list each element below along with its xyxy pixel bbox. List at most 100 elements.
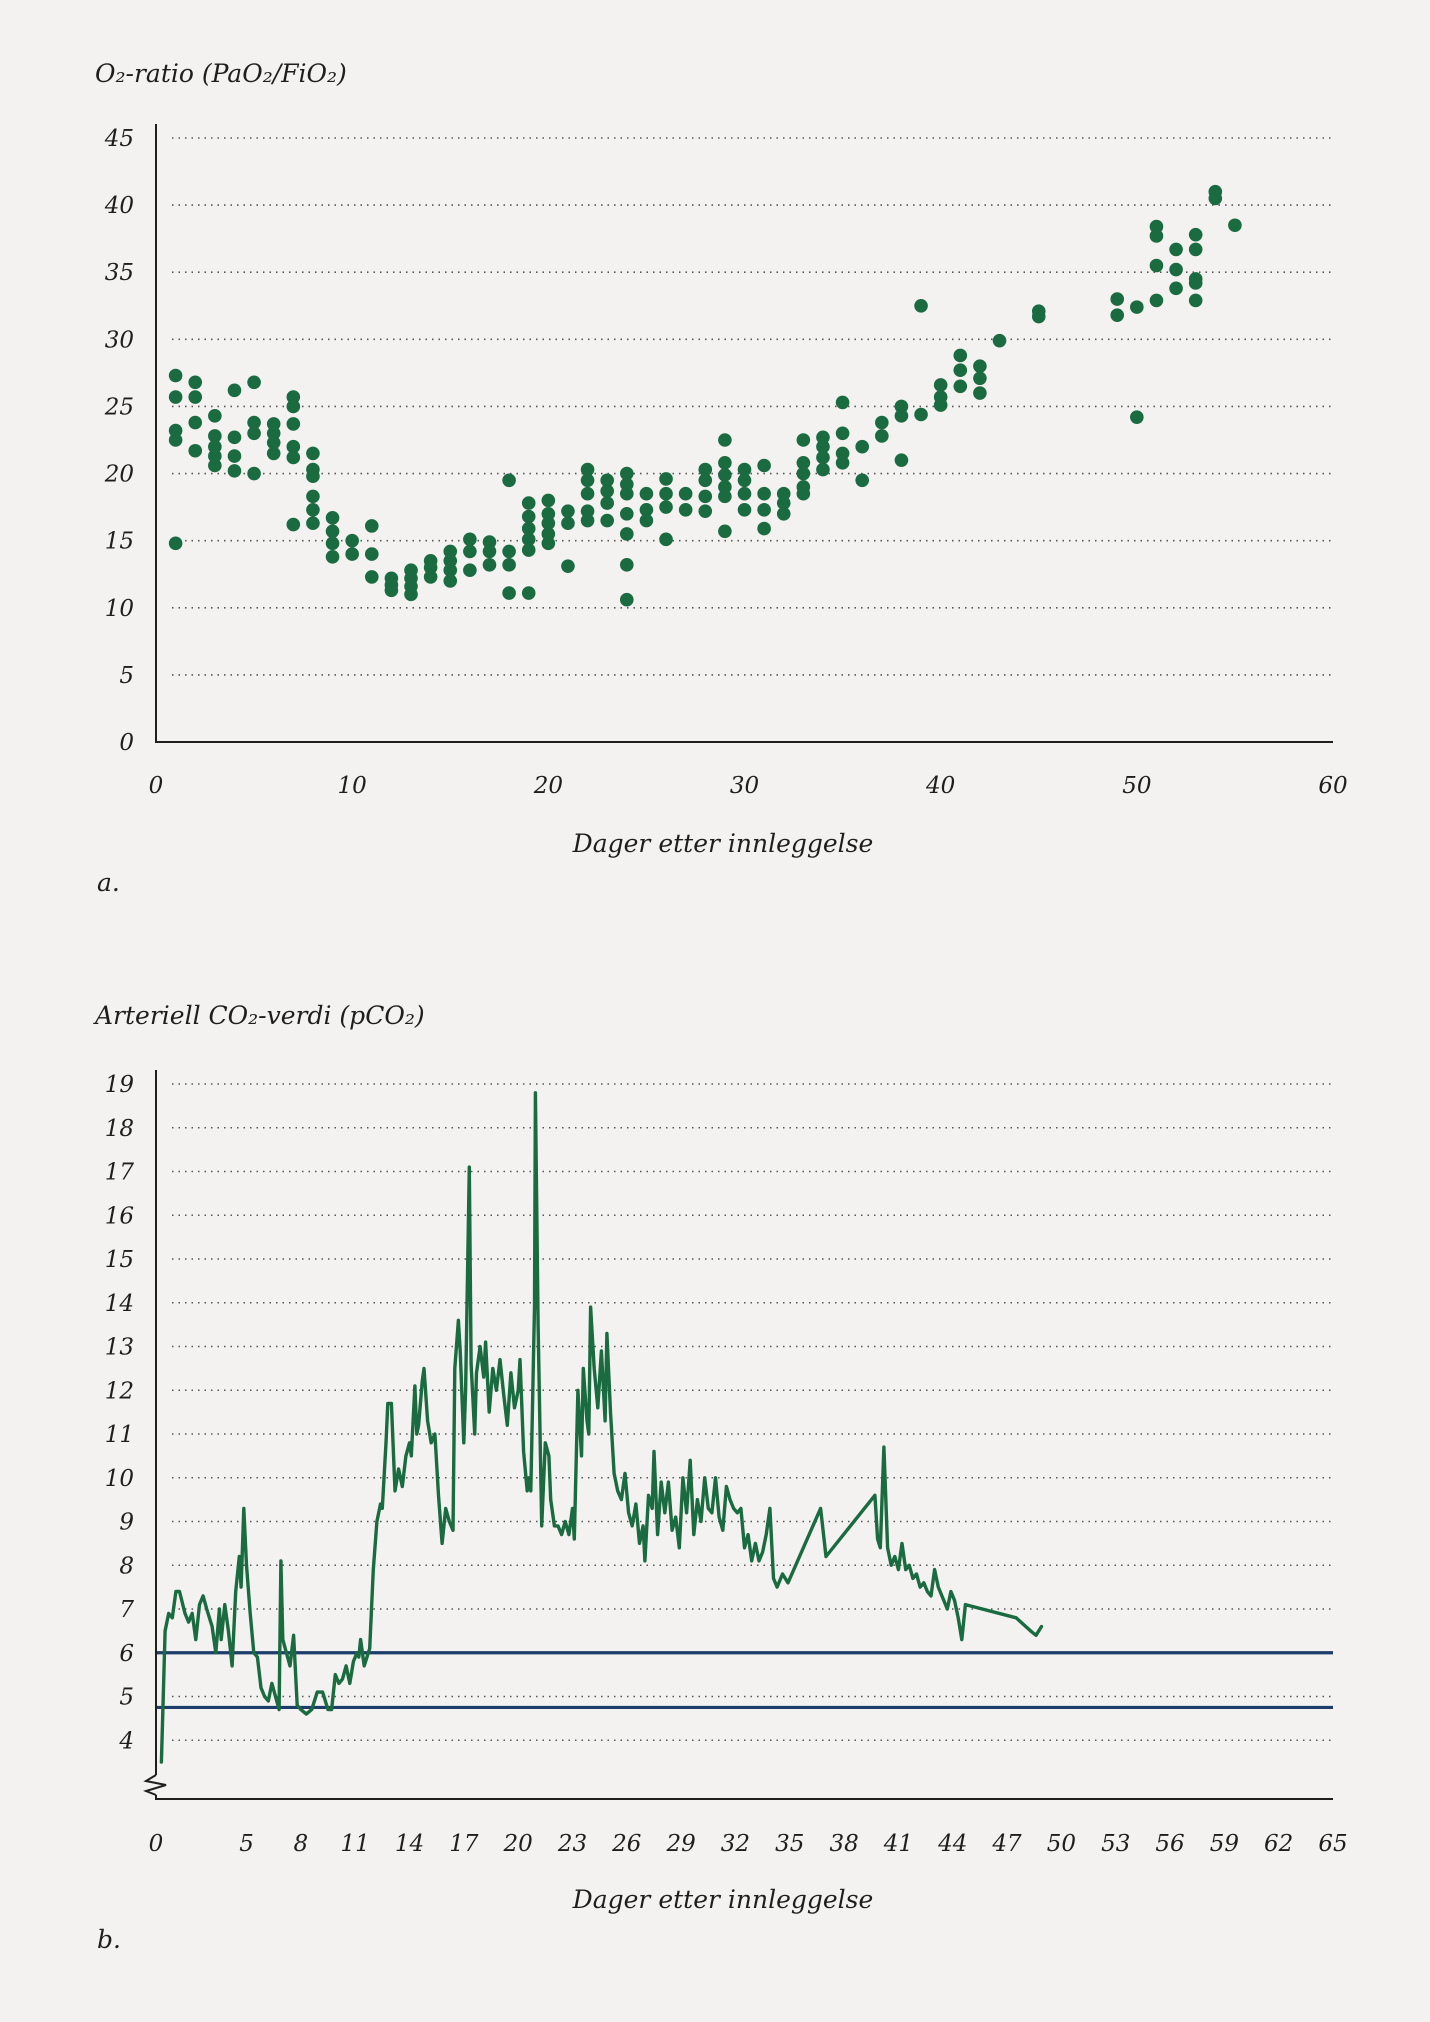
chart-a-point — [816, 450, 830, 465]
chart-a-point — [521, 543, 536, 557]
chart-a-point — [423, 560, 438, 575]
chart-a-point — [306, 489, 320, 504]
chart-a-point — [659, 472, 673, 486]
chart-a-point — [188, 390, 203, 404]
chart-a-point — [1130, 300, 1144, 314]
chart-b-x-tick-label: 41 — [883, 1831, 913, 1857]
chart-a-point — [757, 458, 771, 473]
chart-b-y-tick-label: 15 — [105, 1247, 134, 1273]
chart-b-series-line — [159, 1091, 1044, 1764]
chart-a-point — [600, 496, 614, 510]
chart-a-point — [286, 517, 301, 532]
chart-a-point — [737, 462, 752, 477]
chart-a-point — [561, 516, 575, 531]
chart-a-point — [1169, 262, 1183, 277]
chart-b-x-tick-label: 8 — [294, 1831, 309, 1857]
chart-a-point — [620, 558, 634, 572]
chart-a-point — [247, 415, 261, 430]
chart-a-point — [776, 496, 791, 510]
chart-b-xlabel: Dager etter innleggelse — [572, 1885, 874, 1914]
chart-a-y-tick-label: 40 — [104, 193, 134, 219]
chart-a-panel-label: a. — [97, 868, 120, 897]
chart-a-gridlines — [172, 137, 1333, 676]
chart-b-x-tick-label: 35 — [775, 1831, 804, 1857]
chart-a-point — [718, 433, 732, 447]
chart-a-point — [345, 547, 359, 561]
chart-a-point — [541, 493, 556, 508]
chart-a-point — [521, 496, 536, 510]
chart-a-point — [306, 446, 320, 461]
chart-a-point — [482, 544, 497, 559]
chart-a-point — [502, 473, 516, 488]
chart-a-point — [541, 507, 556, 521]
chart-a-x-tick-label: 50 — [1122, 773, 1151, 799]
chart-a-point — [875, 429, 889, 443]
chart-b-reference-lines — [156, 1651, 1333, 1710]
chart-a-point — [659, 500, 673, 514]
chart-a-point — [757, 502, 771, 517]
chart-b-x-tick-label: 5 — [239, 1831, 254, 1857]
chart-b-y-tick-label: 4 — [118, 1728, 134, 1754]
chart-a-point — [188, 415, 203, 430]
chart-a-point — [816, 462, 830, 477]
chart-a-point — [306, 502, 320, 517]
chart-b-y-tick-label: 17 — [105, 1160, 135, 1186]
chart-a-point — [1208, 191, 1223, 206]
chart-a-point — [1188, 242, 1203, 257]
chart-b-x-tick-label: 50 — [1047, 1831, 1076, 1857]
chart-a-point — [364, 547, 379, 561]
chart-a-point — [894, 399, 909, 414]
chart-a-point — [698, 462, 713, 477]
chart-a-point — [816, 430, 830, 445]
chart-a-point — [835, 446, 850, 461]
chart-a-point — [1169, 242, 1183, 257]
chart-a-x-ticks: 0 10 20 30 40 50 60 — [149, 773, 1348, 799]
chart-a-point — [1149, 293, 1164, 308]
chart-a-point — [266, 417, 281, 431]
chart-a-point — [620, 592, 634, 607]
chart-a-point — [600, 513, 614, 528]
chart-a-point — [776, 507, 791, 521]
chart-a-point — [914, 407, 928, 422]
chart-a-point — [678, 486, 693, 501]
chart-a-point — [718, 524, 732, 539]
chart-a-point — [325, 511, 340, 525]
chart-a-point — [639, 486, 654, 501]
chart-a-point — [816, 439, 830, 454]
chart-a-point — [561, 504, 575, 518]
chart-a-point — [266, 426, 281, 441]
chart-a-point — [1110, 292, 1125, 306]
chart-a-xlabel: Dager etter innleggelse — [572, 829, 874, 858]
chart-a-point — [1031, 309, 1046, 324]
chart-a-point — [325, 524, 340, 539]
chart-a-point — [168, 390, 183, 404]
chart-a-point — [306, 516, 320, 531]
chart-a-point — [541, 536, 556, 551]
chart-a-point — [541, 527, 556, 541]
chart-a-point — [698, 489, 713, 504]
chart-a-point — [894, 453, 909, 467]
chart-b-panel-label: b. — [97, 1925, 121, 1954]
chart-a-point — [266, 435, 281, 450]
chart-a-x-tick-label: 10 — [338, 773, 367, 799]
chart-a-point — [1110, 308, 1125, 322]
chart-b-y-ticks: 4 5 6 7 8 9 10 11 12 13 14 15 16 17 18 19 — [105, 1072, 135, 1754]
chart-b-y-tick-label: 7 — [119, 1597, 134, 1623]
chart-a-point — [737, 502, 752, 517]
chart-a-point — [521, 532, 536, 547]
chart-a-point — [443, 544, 458, 559]
chart-a-point — [286, 399, 301, 414]
chart-a-point — [306, 469, 320, 484]
chart-a-point — [364, 519, 379, 533]
chart-a-point — [227, 464, 242, 478]
chart-a-x-tick-label: 30 — [730, 773, 759, 799]
chart-b-x-tick-label: 0 — [149, 1831, 164, 1857]
chart-b-y-tick-label: 10 — [105, 1466, 134, 1492]
chart-a-point — [423, 570, 438, 584]
chart-a-point — [718, 468, 732, 482]
chart-a-point — [992, 333, 1007, 348]
chart-a-point — [1188, 293, 1203, 308]
chart-b-x-tick-label: 29 — [665, 1831, 695, 1857]
chart-a-title: O₂-ratio (PaO₂/FiO₂) — [95, 59, 347, 88]
chart-b-x-tick-label: 26 — [611, 1831, 641, 1857]
